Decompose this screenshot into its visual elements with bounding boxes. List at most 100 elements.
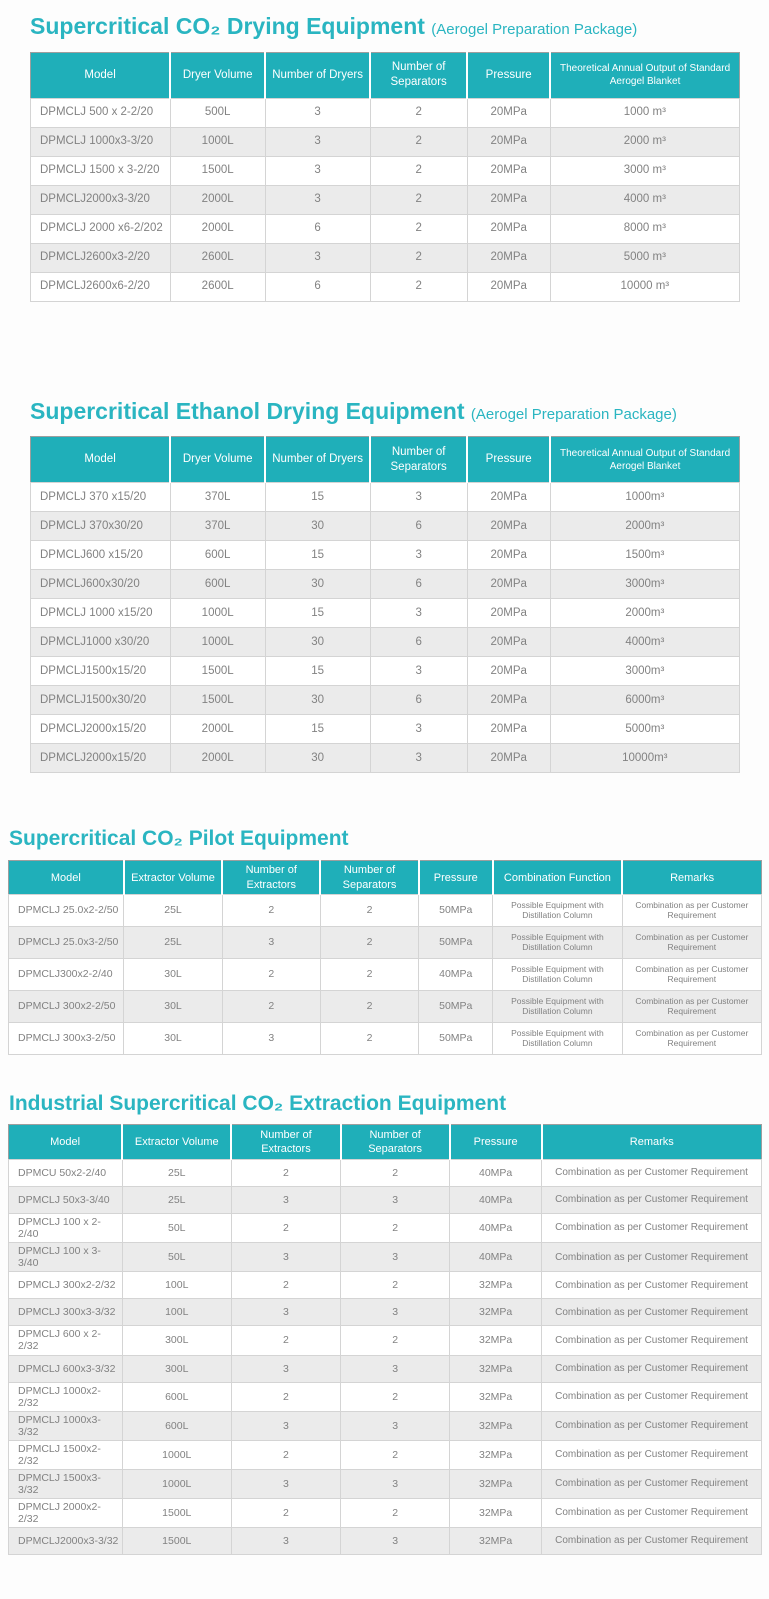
- column-header: Number of Separators: [370, 52, 469, 99]
- table-cell: 1500m³: [549, 540, 741, 571]
- table-cell: 32MPa: [449, 1527, 543, 1556]
- table-cell: Combination as per Customer Requirement: [621, 989, 763, 1023]
- table-cell: 1000m³: [549, 482, 741, 513]
- table-cell: 3: [264, 126, 371, 157]
- column-header: Model: [8, 860, 125, 895]
- table-row: DPMCLJ 300x2-2/32 100L 2 2 32MPa Combination …: [8, 1271, 762, 1300]
- table-cell: 3: [264, 97, 371, 128]
- table-cell: 2: [319, 989, 420, 1023]
- table-cell: 3: [264, 242, 371, 273]
- table-cell: 20MPa: [466, 155, 551, 186]
- table-cell: 30L: [123, 957, 223, 991]
- table-cell: DPMCLJ 1000 x15/20: [30, 598, 171, 629]
- table-cell: Combination as per Customer Requirement: [541, 1271, 762, 1300]
- section-title: Supercritical Ethanol Drying Equipment (…: [30, 398, 749, 426]
- table-cell: DPMCLJ2000x3-3/32: [8, 1527, 123, 1556]
- column-header: Extractor Volume: [122, 1124, 233, 1160]
- table-cell: Combination as per Customer Requirement: [541, 1410, 762, 1441]
- table-cell: 8000 m³: [549, 213, 741, 244]
- table-cell: 50MPa: [418, 893, 494, 927]
- table-cell: 40MPa: [449, 1213, 543, 1244]
- table-row: DPMCLJ 500 x 2-2/20 500L 3 2 20MPa 1000 m³: [30, 97, 741, 128]
- table-row: DPMCLJ 1500x3-3/32 1000L 3 3 32MPa Combinatio…: [8, 1468, 762, 1500]
- table-cell: Possible Equipment with Distillation Col…: [492, 1021, 623, 1055]
- table-cell: 50MPa: [418, 989, 494, 1023]
- table-row: DPMCLJ 25.0x2-2/50 25L 2 2 50MPa Possible Equ…: [7, 893, 763, 927]
- column-header: Remarks: [622, 860, 762, 895]
- table-cell: DPMCLJ 300x2-2/32: [8, 1271, 123, 1300]
- table-cell: 3: [340, 1186, 451, 1215]
- table-cell: DPMCLJ 500 x 2-2/20: [30, 97, 171, 128]
- table-cell: 600L: [169, 540, 266, 571]
- table-cell: 6000m³: [549, 685, 741, 716]
- table-cell: 20MPa: [466, 271, 551, 302]
- table-cell: 2: [340, 1213, 451, 1244]
- table-cell: 6: [264, 213, 371, 244]
- table-cell: 2: [369, 126, 468, 157]
- table-cell: Combination as per Customer Requirement: [541, 1354, 762, 1383]
- table-row: DPMCLJ 25.0x3-2/50 25L 3 2 50MPa Possible Equ…: [7, 925, 763, 959]
- table-cell: 6: [369, 627, 468, 658]
- table-cell: 20MPa: [466, 627, 551, 658]
- section-title-text: Industrial Supercritical CO₂ Extraction …: [9, 1091, 507, 1115]
- table-cell: 50MPa: [418, 925, 494, 959]
- table-cell: 6: [369, 685, 468, 716]
- table-cell: 15: [264, 540, 371, 571]
- table-cell: 3: [340, 1298, 451, 1327]
- table-cell: Combination as per Customer Requirement: [541, 1213, 762, 1244]
- table-row: DPMCLJ 1000x3-3/32 600L 3 3 32MPa Combination…: [8, 1410, 762, 1441]
- table-row: DPMCLJ 1500x2-2/32 1000L 2 2 32MPa Combinatio…: [8, 1439, 762, 1470]
- table-row: DPMCLJ600 x15/20 600L 15 3 20MPa 1500m³: [30, 540, 741, 571]
- table-cell: Combination as per Customer Requirement: [621, 893, 763, 927]
- table-cell: 300L: [121, 1325, 232, 1356]
- table-cell: DPMCLJ600x30/20: [30, 569, 171, 600]
- table-cell: 3: [340, 1527, 451, 1556]
- table-row: DPMCLJ 50x3-3/40 25L 3 3 40MPa Combination as…: [8, 1186, 762, 1215]
- table-cell: 3: [340, 1468, 451, 1500]
- table-cell: Combination as per Customer Requirement: [621, 957, 763, 991]
- section-title: Industrial Supercritical CO₂ Extraction …: [9, 1091, 769, 1116]
- table-cell: 20MPa: [466, 540, 551, 571]
- table-cell: 20MPa: [466, 482, 551, 513]
- table-cell: 3: [340, 1354, 451, 1383]
- table-cell: Combination as per Customer Requirement: [541, 1498, 762, 1529]
- column-header: Pressure: [418, 860, 494, 895]
- table-cell: 370L: [169, 511, 266, 542]
- section-industrial-extraction-equipment: Industrial Supercritical CO₂ Extraction …: [0, 1091, 769, 1556]
- column-header: Theoretical Annual Output of Standard Ae…: [550, 436, 740, 483]
- table-cell: Combination as per Customer Requirement: [541, 1527, 762, 1556]
- table-cell: 3: [369, 714, 468, 745]
- column-header: Number of Dryers: [265, 52, 372, 99]
- table-cell: 20MPa: [466, 598, 551, 629]
- table-cell: 2000m³: [549, 598, 741, 629]
- header-row: Model Extractor Volume Number of Extractor…: [8, 1124, 762, 1160]
- table-cell: DPMCLJ2600x6-2/20: [30, 271, 171, 302]
- table-cell: 5000 m³: [549, 242, 741, 273]
- table-cell: 32MPa: [449, 1439, 543, 1470]
- table-cell: 40MPa: [449, 1159, 543, 1188]
- table-cell: 10000m³: [549, 743, 741, 774]
- column-header: Model: [8, 1124, 124, 1160]
- table-cell: 20MPa: [466, 714, 551, 745]
- table-cell: 2600L: [169, 271, 266, 302]
- table-cell: Possible Equipment with Distillation Col…: [492, 989, 623, 1023]
- section-co2-pilot-equipment: Supercritical CO₂ Pilot Equipment Model E…: [0, 826, 769, 1055]
- table-cell: 20MPa: [466, 97, 551, 128]
- table-row: DPMCLJ 300x3-2/50 30L 3 2 50MPa Possible Equi…: [7, 1021, 763, 1055]
- table-cell: 2000L: [169, 184, 266, 215]
- table-cell: DPMCLJ1500x30/20: [30, 685, 171, 716]
- table-row: DPMCLJ 1500 x 3-2/20 1500L 3 2 20MPa 3000 m³: [30, 155, 741, 186]
- table-cell: 3: [264, 155, 371, 186]
- table-row: DPMCLJ 370 x15/20 370L 15 3 20MPa 1000m³: [30, 482, 741, 513]
- table-cell: 32MPa: [449, 1298, 543, 1327]
- table-cell: 50MPa: [418, 1021, 494, 1055]
- table-cell: 15: [264, 482, 371, 513]
- table-cell: Possible Equipment with Distillation Col…: [492, 893, 623, 927]
- table-cell: DPMCLJ2000x15/20: [30, 743, 171, 774]
- table-cell: 32MPa: [449, 1498, 543, 1529]
- table-cell: 2: [230, 1439, 342, 1470]
- table-cell: 500L: [169, 97, 266, 128]
- table-row: DPMCLJ 1000x2-2/32 600L 2 2 32MPa Combination…: [8, 1381, 762, 1412]
- table-cell: 20MPa: [466, 511, 551, 542]
- table-cell: 20MPa: [466, 184, 551, 215]
